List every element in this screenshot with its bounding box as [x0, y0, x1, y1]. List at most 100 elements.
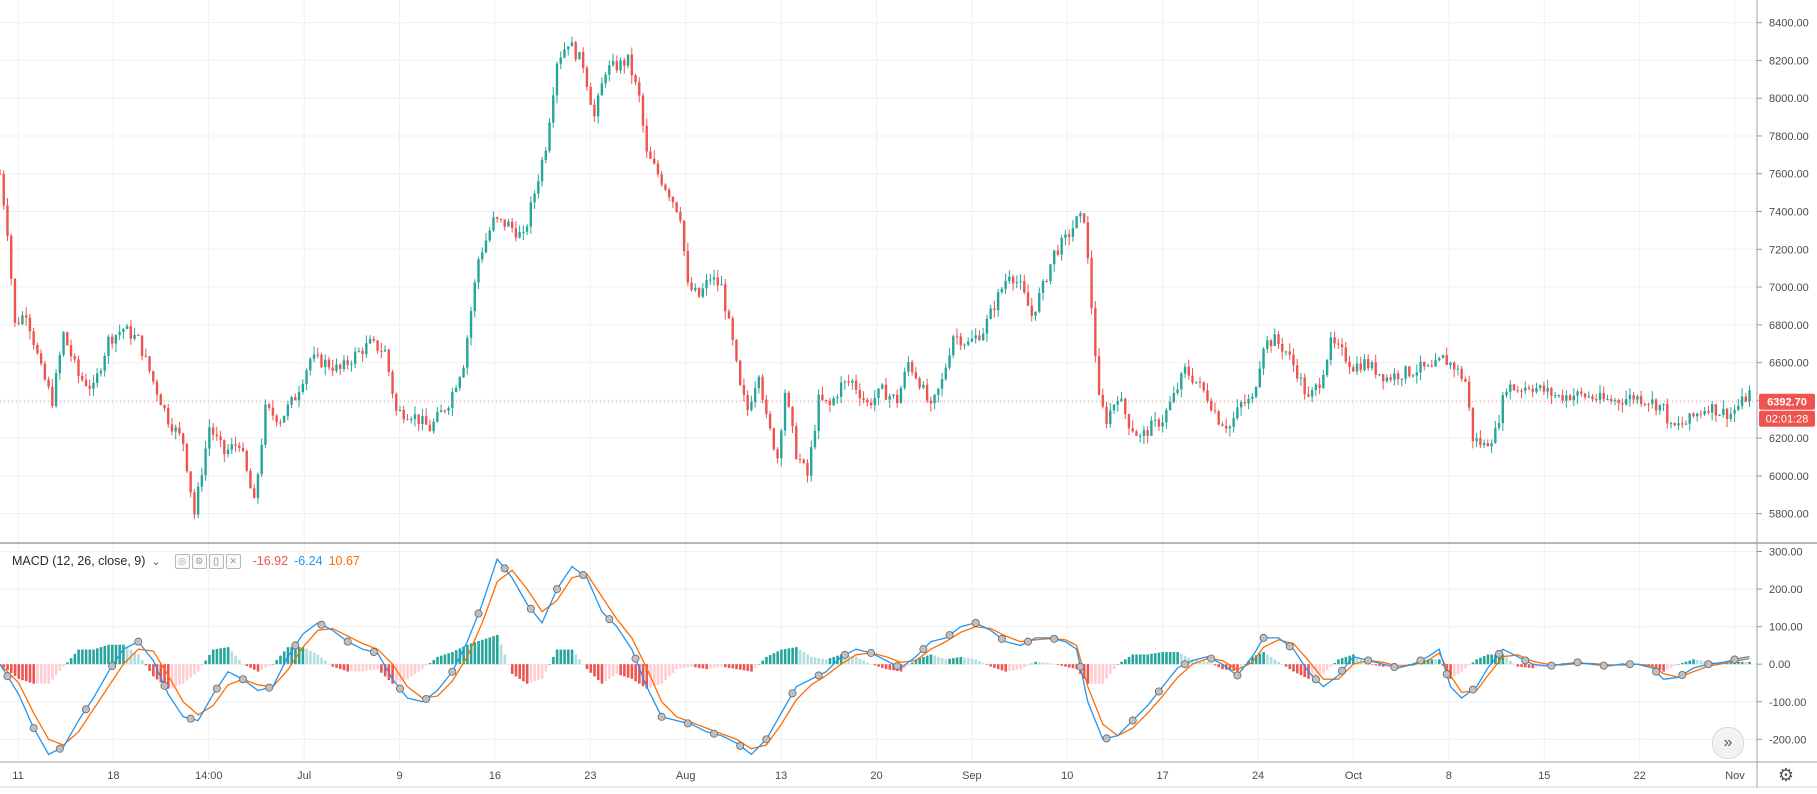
cross-marker — [1547, 661, 1556, 670]
macd-histogram-bar — [1127, 656, 1131, 665]
chevron-down-icon[interactable]: ⌄ — [151, 555, 161, 568]
macd-histogram-bar — [69, 658, 73, 665]
candle-body — [13, 278, 17, 323]
macd-histogram-bar — [1509, 660, 1512, 665]
macd-tick-label: 300.00 — [1769, 547, 1803, 559]
candle-body — [638, 82, 641, 96]
candle-body — [6, 205, 9, 236]
candle-body — [660, 174, 663, 185]
candle-body — [1553, 395, 1557, 397]
candle-body — [1662, 403, 1665, 405]
candle-body — [316, 354, 319, 356]
candle-body — [211, 427, 215, 435]
close-icon[interactable]: ✕ — [225, 553, 241, 569]
macd-histogram-bar — [653, 664, 656, 687]
macd-histogram-bar — [881, 664, 884, 668]
candle-body — [1666, 403, 1669, 424]
macd-histogram-bar — [1441, 664, 1445, 666]
candle-body — [1621, 403, 1624, 405]
price-pane[interactable] — [0, 36, 1757, 520]
candle-body — [215, 434, 219, 437]
candle-body — [73, 356, 76, 360]
candle-body — [282, 415, 286, 423]
macd-histogram-bar — [1408, 664, 1411, 665]
macd-histogram-bar — [529, 664, 533, 683]
macd-histogram-bar — [1486, 654, 1490, 665]
scroll-to-realtime-button[interactable]: » — [1712, 727, 1744, 759]
candle-body — [716, 277, 719, 286]
candle-body — [181, 433, 185, 444]
macd-histogram-bar — [925, 655, 929, 665]
macd-histogram-bar — [6, 664, 9, 671]
macd-histogram-bar — [189, 664, 193, 678]
candle-body — [783, 392, 787, 431]
macd-histogram-bar — [738, 664, 742, 670]
macd-histogram-bar — [552, 656, 555, 665]
candle-body — [1146, 430, 1149, 436]
macd-histogram-bar — [1479, 657, 1482, 665]
price-tick-label: 6000.00 — [1769, 471, 1809, 483]
cross-marker — [1704, 660, 1713, 669]
candle-body — [780, 430, 783, 459]
candle-body — [1030, 305, 1033, 316]
cross-marker — [395, 684, 404, 693]
code-icon[interactable]: {} — [208, 553, 224, 569]
candle-body — [753, 388, 757, 402]
candle-body — [952, 336, 955, 356]
candle-body — [581, 51, 585, 68]
candle-body — [1281, 343, 1284, 352]
settings-gear-icon[interactable]: ⚙ — [1777, 765, 1795, 785]
candle-body — [873, 397, 876, 406]
macd-histogram-bar — [1434, 659, 1437, 665]
candle-body — [1228, 426, 1232, 429]
candle-body — [1602, 392, 1605, 400]
candle-body — [877, 388, 880, 398]
macd-histogram-bar — [1165, 652, 1168, 665]
candle-body — [1011, 276, 1015, 284]
macd-pane[interactable] — [0, 557, 1751, 756]
price-tick-label: 8400.00 — [1769, 18, 1809, 30]
cross-marker — [448, 667, 457, 676]
candle-body — [604, 74, 607, 84]
candle-body — [1669, 423, 1673, 425]
gear-icon[interactable]: ⚙ — [191, 553, 207, 569]
macd-histogram-bar — [963, 657, 966, 665]
macd-histogram-bar — [641, 664, 645, 687]
macd-histogram-bar — [297, 647, 301, 665]
macd-histogram-bar — [316, 654, 320, 665]
candle-body — [1337, 343, 1340, 345]
candle-body — [1561, 395, 1564, 401]
candle-body — [1239, 402, 1243, 408]
candle-body — [495, 217, 499, 219]
macd-histogram-bar — [226, 647, 230, 665]
candle-body — [125, 326, 129, 330]
macd-legend[interactable]: MACD (12, 26, close, 9) ⌄ ◎ ⚙ {} ✕ -16.9… — [12, 551, 360, 571]
macd-histogram-bar — [832, 656, 836, 665]
cross-marker — [317, 620, 326, 629]
macd-histogram-bar — [372, 664, 376, 670]
macd-histogram-bar — [148, 664, 151, 671]
candle-body — [204, 448, 207, 476]
macd-histogram-bar — [604, 664, 608, 682]
macd-histogram-bar — [133, 652, 136, 665]
candle-body — [533, 193, 536, 203]
candle-body — [1284, 351, 1288, 353]
macd-histogram-bar — [223, 647, 226, 665]
candle-body — [1475, 438, 1478, 442]
macd-title[interactable]: MACD (12, 26, close, 9) — [12, 554, 146, 568]
candle-body — [810, 447, 813, 476]
macd-histogram-bar — [436, 656, 439, 665]
candle-body — [832, 398, 835, 405]
macd-histogram-bar — [1352, 654, 1355, 665]
macd-histogram-bar — [144, 664, 148, 666]
eye-icon[interactable]: ◎ — [174, 553, 190, 569]
macd-histogram-bar — [21, 664, 24, 681]
candle-body — [1094, 307, 1097, 357]
macd-histogram-bar — [1651, 664, 1654, 667]
candle-body — [813, 430, 817, 448]
macd-histogram-bar — [1400, 664, 1404, 666]
macd-histogram-bar — [720, 664, 723, 667]
cross-marker — [526, 604, 535, 613]
macd-histogram-bar — [271, 664, 275, 665]
